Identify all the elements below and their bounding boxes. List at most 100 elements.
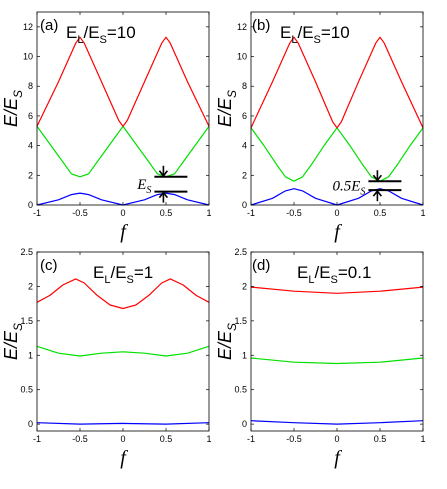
- series-line-3: [36, 278, 210, 310]
- ratio-label-e: E: [280, 23, 291, 42]
- y-axis-label: E/ES: [1, 90, 25, 127]
- ratio-label-mid: /E: [83, 23, 99, 42]
- y-tick-label: 10: [23, 52, 33, 62]
- x-tick-label: 0.5: [160, 208, 173, 218]
- gap-annotation-main: E: [136, 177, 146, 193]
- y-axis-label: E/ES: [215, 323, 239, 360]
- x-axis-label: f: [334, 221, 342, 243]
- y-tick-label: 2: [28, 170, 33, 180]
- gap-arrow-down-head: [158, 170, 169, 178]
- x-tick-label: 1: [420, 434, 425, 444]
- ratio-label-sub-s: S: [331, 274, 338, 286]
- ratio-label-sub-s: S: [127, 274, 134, 286]
- y-tick-label: 0: [28, 419, 33, 429]
- ratio-label-mid: /E: [110, 263, 126, 282]
- x-tick-label: 0.5: [374, 208, 387, 218]
- ratio-label-e: E: [297, 263, 308, 282]
- ratio-label-sub-l: L: [104, 274, 110, 286]
- ratio-label: EL/ES=0.1: [297, 263, 371, 286]
- y-axis-label-main: E/E: [215, 330, 235, 360]
- x-tick-label: 1: [420, 208, 425, 218]
- series-line-1: [250, 420, 424, 425]
- x-tick-label: -1: [33, 208, 41, 218]
- x-tick-label: -0.5: [286, 434, 302, 444]
- x-tick-label: 1: [206, 434, 211, 444]
- y-axis-label: E/ES: [215, 90, 239, 127]
- ratio-label: EL/ES=10: [280, 23, 350, 46]
- y-tick-label: 6: [28, 111, 33, 121]
- x-axis-label: f: [334, 447, 342, 469]
- y-tick-label: 2.5: [234, 247, 247, 257]
- y-axis-label-main: E/E: [1, 330, 21, 360]
- x-tick-label: -0.5: [72, 208, 88, 218]
- y-tick-label: 6: [242, 111, 247, 121]
- series-line-2: [36, 345, 210, 357]
- ratio-label-value: =10: [321, 23, 350, 42]
- y-axis-label-sub: S: [11, 323, 25, 331]
- x-tick-label: -0.5: [72, 434, 88, 444]
- ratio-label-value: =0.1: [338, 263, 372, 282]
- y-tick-label: 4: [28, 141, 33, 151]
- y-axis-label-main: E/E: [215, 97, 235, 127]
- panel-label: (c): [40, 257, 58, 274]
- x-tick-label: 0: [120, 208, 125, 218]
- x-tick-label: 0: [334, 208, 339, 218]
- y-tick-label: 1: [28, 350, 33, 360]
- series-line-2: [250, 357, 424, 365]
- series-line-2: [36, 125, 210, 178]
- gap-arrow-up-head: [372, 189, 383, 197]
- y-axis-label: E/ES: [1, 323, 25, 360]
- y-tick-label: 8: [242, 81, 247, 91]
- y-tick-label: 0: [242, 200, 247, 210]
- gap-arrow-down-head: [372, 174, 383, 182]
- series-line-1: [36, 422, 210, 425]
- y-tick-label: 2.5: [20, 247, 33, 257]
- x-tick-label: 1: [206, 208, 211, 218]
- y-tick-label: 1.5: [20, 316, 33, 326]
- ratio-label-value: =1: [134, 263, 153, 282]
- ratio-label-e: E: [66, 23, 77, 42]
- x-tick-label: 0: [120, 434, 125, 444]
- x-tick-label: 0.5: [160, 434, 173, 444]
- panel-3: -1 -0.5 0 0.5 100.511.522.5(c) EL/ES=1E/ESf: [1, 247, 212, 469]
- y-tick-label: 0.5: [20, 385, 33, 395]
- panel-label: (a): [40, 17, 58, 34]
- x-tick-label: 0.5: [374, 434, 387, 444]
- ratio-label-mid: /E: [297, 23, 313, 42]
- y-axis-label-sub: S: [225, 323, 239, 331]
- y-tick-label: 2: [242, 170, 247, 180]
- y-tick-label: 0.5: [234, 385, 247, 395]
- ratio-label: EL/ES=10: [66, 23, 136, 46]
- ratio-label: EL/ES=1: [93, 263, 153, 286]
- panel-label: (b): [252, 17, 270, 34]
- gap-annotation: 0.5ES: [332, 179, 365, 198]
- y-tick-label: 0: [242, 419, 247, 429]
- y-tick-label: 4: [242, 141, 247, 151]
- panel-label: (d): [252, 257, 270, 274]
- ratio-label-sub-l: L: [77, 34, 83, 46]
- gap-annotation-main: 0.5E: [332, 179, 360, 195]
- y-tick-label: 2: [242, 281, 247, 291]
- series-line-3: [250, 286, 424, 294]
- x-tick-label: -1: [247, 434, 255, 444]
- y-tick-label: 2: [28, 281, 33, 291]
- series-line-2: [250, 127, 424, 182]
- y-axis-label-main: E/E: [1, 97, 21, 127]
- ratio-label-mid: /E: [314, 263, 330, 282]
- y-tick-label: 12: [237, 22, 247, 32]
- series-line-3: [36, 36, 210, 127]
- ratio-label-value: =10: [107, 23, 136, 42]
- y-tick-label: 1.5: [234, 316, 247, 326]
- series-line-3: [250, 36, 424, 129]
- y-tick-label: 8: [28, 81, 33, 91]
- x-tick-label: -1: [33, 434, 41, 444]
- x-axis-label: f: [120, 447, 128, 469]
- y-axis-label-sub: S: [11, 90, 25, 98]
- ratio-label-sub-l: L: [291, 34, 297, 46]
- ratio-label-sub-s: S: [314, 34, 321, 46]
- x-tick-label: -1: [247, 208, 255, 218]
- panel-4: -1 -0.5 0 0.5 100.511.522.5(d) EL/ES=0.1E/ESf: [215, 247, 426, 469]
- y-axis-label-sub: S: [225, 90, 239, 98]
